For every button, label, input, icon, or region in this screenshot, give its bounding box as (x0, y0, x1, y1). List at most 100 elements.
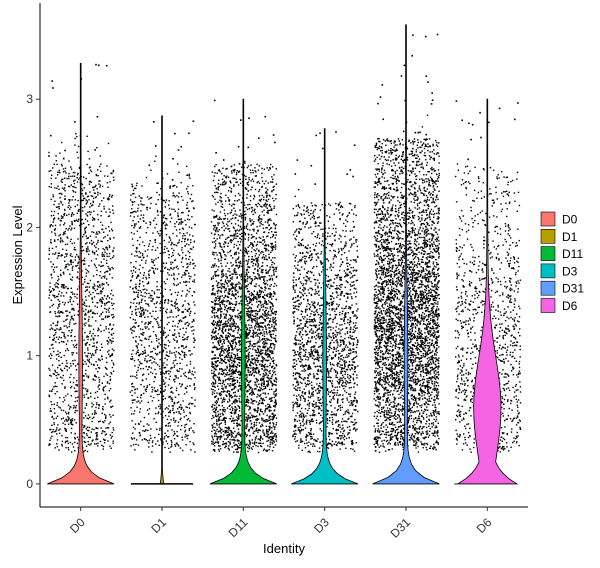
data-point (221, 308, 223, 310)
data-point (151, 389, 154, 391)
data-point (187, 265, 189, 268)
data-point (173, 208, 175, 211)
data-point (64, 232, 66, 235)
data-point (130, 437, 133, 439)
data-point (172, 254, 174, 256)
data-point (83, 437, 86, 439)
data-point (136, 374, 138, 376)
data-point (223, 258, 226, 261)
data-point (260, 410, 262, 412)
data-point (247, 250, 250, 253)
data-point (235, 368, 237, 370)
data-point (230, 262, 232, 264)
data-point (218, 379, 220, 381)
data-point (85, 299, 87, 301)
data-point (140, 200, 142, 202)
data-point (76, 264, 79, 267)
data-point (58, 373, 60, 376)
data-point (240, 287, 243, 290)
data-point (261, 411, 263, 413)
data-point (239, 424, 241, 427)
data-point (59, 219, 62, 222)
data-point (230, 317, 233, 319)
data-point (112, 313, 114, 316)
data-point (177, 322, 179, 325)
data-point (65, 395, 67, 397)
data-point (168, 254, 170, 256)
data-point (91, 297, 93, 299)
data-point (56, 163, 58, 166)
data-point (81, 206, 84, 209)
data-point (236, 425, 239, 427)
data-point (108, 226, 110, 228)
data-point (71, 267, 74, 269)
data-point (212, 381, 214, 384)
data-point (211, 364, 214, 366)
data-point (57, 213, 59, 215)
data-point (97, 445, 99, 447)
data-point (70, 215, 73, 217)
data-point (48, 367, 50, 370)
data-point (263, 231, 265, 234)
data-point (83, 323, 85, 325)
data-point (265, 255, 267, 257)
data-point (191, 353, 193, 355)
data-point (178, 228, 181, 231)
data-point (131, 183, 133, 185)
data-point (229, 180, 231, 182)
data-point (148, 442, 150, 444)
data-point (143, 346, 146, 349)
data-point (232, 334, 234, 337)
data-point (93, 231, 95, 234)
data-point (163, 362, 165, 364)
data-point (187, 302, 189, 305)
data-point (232, 372, 235, 374)
data-point (251, 448, 253, 451)
data-point (157, 389, 159, 391)
data-point (140, 396, 142, 399)
data-point (85, 286, 87, 288)
data-point (78, 208, 80, 211)
data-point (249, 363, 251, 365)
data-point (77, 447, 79, 449)
data-point (219, 235, 221, 237)
data-point (102, 386, 105, 389)
data-point (65, 447, 67, 449)
data-point (129, 286, 131, 288)
data-point (155, 373, 157, 375)
data-point (188, 428, 190, 430)
data-point (151, 290, 153, 292)
data-point (102, 430, 104, 432)
data-point (219, 338, 221, 340)
data-point (230, 354, 233, 357)
data-point (52, 87, 54, 89)
data-point (251, 389, 253, 392)
data-point (246, 361, 248, 363)
data-point (139, 279, 141, 282)
data-point (66, 369, 69, 371)
data-point (165, 347, 167, 350)
data-point (86, 249, 88, 251)
data-point (253, 296, 255, 299)
data-point (146, 196, 149, 198)
data-point (273, 246, 275, 249)
data-point (151, 441, 154, 444)
data-point (223, 291, 226, 293)
data-point (234, 372, 236, 375)
data-point (182, 345, 184, 347)
data-point (262, 418, 264, 420)
data-point (92, 286, 94, 288)
data-point (168, 396, 170, 398)
data-point (265, 419, 267, 421)
data-point (267, 393, 269, 395)
data-point (99, 284, 101, 286)
data-point (113, 316, 115, 318)
data-point (91, 420, 93, 423)
data-point (49, 336, 51, 338)
data-point (58, 169, 60, 171)
data-point (72, 189, 74, 192)
data-point (222, 387, 224, 389)
data-point (261, 265, 264, 267)
data-point (270, 293, 273, 295)
data-point (230, 298, 232, 300)
